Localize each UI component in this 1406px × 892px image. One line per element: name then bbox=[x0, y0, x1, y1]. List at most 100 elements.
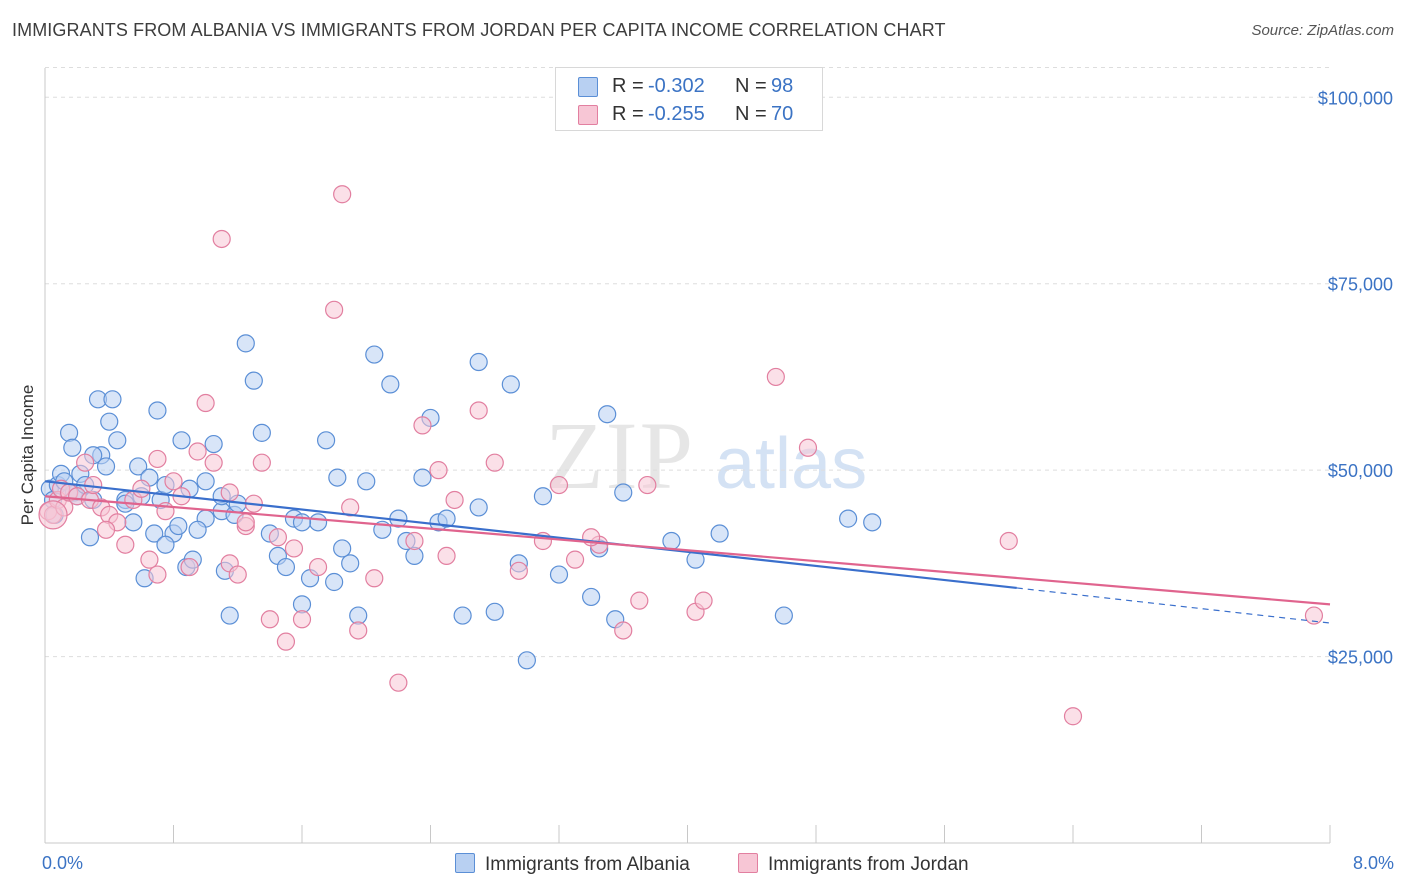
jordan-point bbox=[325, 300, 344, 319]
jordan-swatch bbox=[578, 105, 598, 125]
chart-title: IMMIGRANTS FROM ALBANIA VS IMMIGRANTS FR… bbox=[12, 20, 946, 40]
jordan-point bbox=[188, 442, 207, 461]
jordan-point bbox=[349, 621, 368, 640]
jordan-point-cluster bbox=[38, 500, 68, 530]
jordan-point bbox=[164, 472, 183, 491]
albania-point bbox=[469, 498, 488, 517]
jordan-point bbox=[614, 621, 633, 640]
jordan-point bbox=[1063, 707, 1083, 726]
albania-point bbox=[357, 472, 376, 491]
albania-r-value: -0.302 bbox=[648, 75, 705, 97]
albania-legend-swatch bbox=[455, 853, 475, 873]
jordan-point bbox=[445, 490, 464, 510]
albania-point bbox=[172, 431, 191, 450]
albania-legend-label: Immigrants from Albania bbox=[485, 854, 690, 875]
jordan-point bbox=[196, 393, 215, 413]
albania-point bbox=[533, 487, 553, 506]
albania-point bbox=[316, 431, 336, 450]
albania-point bbox=[598, 405, 617, 424]
jordan-point bbox=[132, 479, 151, 498]
albania-point bbox=[148, 401, 167, 420]
jordan-point bbox=[509, 561, 528, 580]
albania-trend-line bbox=[44, 480, 1017, 590]
jordan-point bbox=[469, 401, 488, 420]
jordan-point bbox=[1304, 606, 1324, 625]
albania-point bbox=[365, 345, 384, 364]
albania-point bbox=[96, 457, 116, 476]
jordan-point bbox=[148, 449, 167, 469]
albania-point bbox=[145, 524, 164, 543]
albania-point bbox=[325, 572, 344, 592]
jordan-legend-label: Immigrants from Jordan bbox=[768, 854, 969, 875]
jordan-point bbox=[437, 546, 456, 566]
jordan-n-value: 70 bbox=[771, 103, 794, 125]
jordan-point bbox=[308, 557, 328, 577]
series-jordan-points bbox=[38, 185, 1324, 726]
albania-point bbox=[517, 651, 536, 670]
albania-point bbox=[774, 606, 793, 625]
albania-swatch bbox=[578, 77, 598, 97]
y-tick-label: $25,000 bbox=[1328, 648, 1393, 668]
source-label: Source: ZipAtlas.com bbox=[1251, 22, 1394, 39]
jordan-r-value: -0.255 bbox=[648, 103, 705, 125]
jordan-point bbox=[236, 513, 255, 532]
jordan-point bbox=[798, 438, 818, 457]
jordan-point bbox=[148, 565, 167, 584]
albania-point bbox=[413, 468, 432, 487]
jordan-point bbox=[549, 475, 569, 495]
albania-point bbox=[59, 423, 79, 442]
jordan-point bbox=[389, 673, 408, 692]
y-tick-labels: $25,000 $50,000 $75,000 $100,000 bbox=[1318, 88, 1393, 667]
y-tick-label: $50,000 bbox=[1328, 461, 1393, 481]
albania-point bbox=[63, 438, 82, 457]
albania-point bbox=[308, 513, 328, 532]
bottom-legend-jordan: Immigrants from Jordan bbox=[738, 853, 969, 876]
x-axis-min-label: 0.0% bbox=[42, 853, 84, 873]
jordan-point bbox=[260, 610, 279, 629]
albania-point bbox=[453, 606, 472, 625]
y-tick-label: $75,000 bbox=[1328, 275, 1393, 295]
albania-point bbox=[328, 468, 347, 487]
albania-point bbox=[169, 516, 188, 536]
albania-point bbox=[710, 524, 729, 543]
legend-row-albania: R = -0.302 N = 98 bbox=[556, 73, 822, 101]
jordan-point bbox=[204, 453, 223, 472]
jordan-point bbox=[268, 528, 288, 547]
axes bbox=[44, 68, 1331, 844]
albania-trend-extension bbox=[1016, 587, 1331, 624]
r-label: R = bbox=[612, 75, 644, 97]
jordan-point bbox=[766, 367, 785, 387]
albania-point bbox=[124, 513, 143, 532]
jordan-point bbox=[252, 453, 271, 472]
correlation-legend: R = -0.302 N = 98 R = -0.255 N = 70 bbox=[555, 67, 823, 131]
albania-point bbox=[103, 390, 122, 409]
albania-point bbox=[437, 509, 456, 528]
albania-point bbox=[276, 557, 296, 577]
jordan-point bbox=[341, 498, 360, 517]
jordan-point bbox=[429, 461, 448, 480]
jordan-point bbox=[999, 531, 1018, 551]
jordan-point bbox=[284, 539, 304, 558]
albania-point bbox=[220, 606, 239, 625]
jordan-point bbox=[96, 520, 116, 539]
albania-point bbox=[501, 375, 520, 394]
albania-point bbox=[469, 352, 488, 372]
jordan-point bbox=[638, 475, 657, 495]
jordan-point bbox=[228, 565, 247, 584]
jordan-point bbox=[565, 550, 585, 569]
jordan-trend-line bbox=[44, 495, 1331, 606]
jordan-point bbox=[485, 453, 504, 472]
y-tick-label: $100,000 bbox=[1318, 88, 1393, 108]
albania-point bbox=[80, 528, 100, 547]
albania-point bbox=[485, 602, 504, 621]
jordan-point bbox=[694, 591, 713, 610]
jordan-point bbox=[630, 591, 649, 610]
y-axis-label: Per Capita Income bbox=[18, 384, 37, 526]
albania-point bbox=[236, 334, 255, 353]
jordan-point bbox=[292, 610, 312, 629]
jordan-point bbox=[180, 557, 199, 577]
bottom-legend-albania: Immigrants from Albania bbox=[455, 853, 690, 876]
albania-point bbox=[549, 565, 569, 584]
jordan-point bbox=[212, 229, 231, 249]
